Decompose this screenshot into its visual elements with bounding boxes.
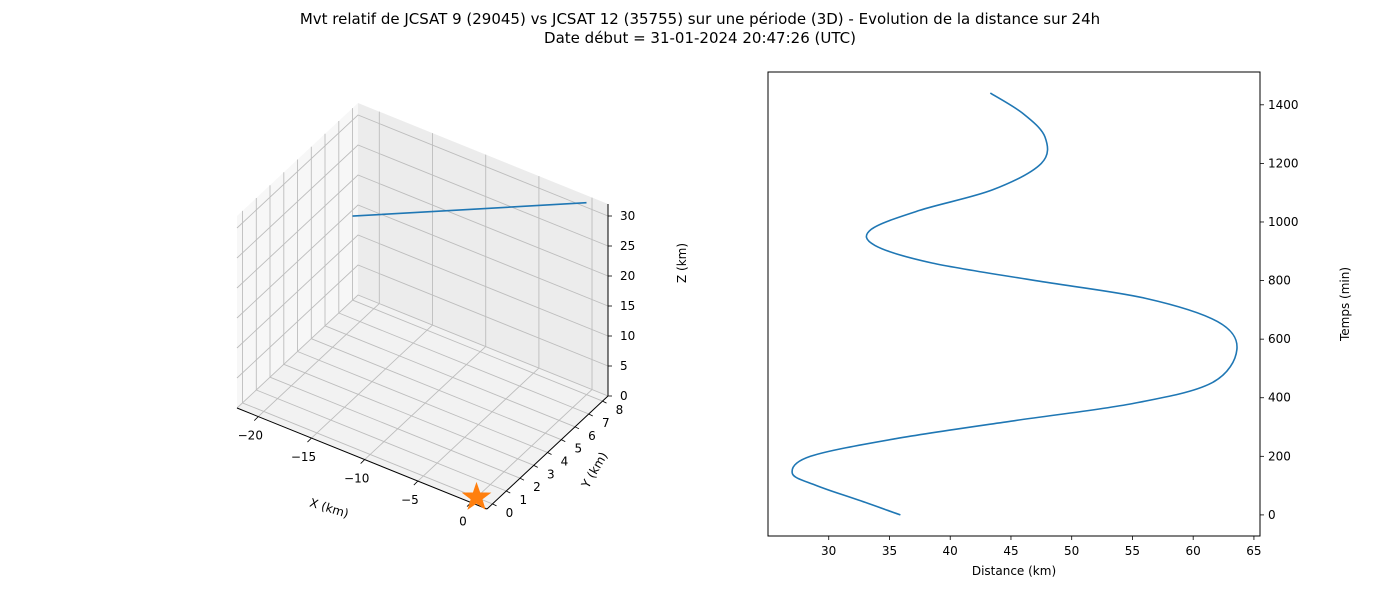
gridline-z: [236, 204, 609, 319]
gridline-z: [236, 264, 609, 379]
chart-title: Mvt relatif de JCSAT 9 (29045) vs JCSAT …: [299, 10, 1101, 28]
y-tick-label: 3: [547, 467, 555, 481]
x-axis-ticks: 30 35 40 45 50 55 60 65: [821, 536, 1262, 558]
chart-distance-vs-time: 30 35 40 45 50 55 60 65 0 200 400 600 800 1000 1200 14…: [767, 71, 1352, 578]
series-line-distance: [791, 92, 1238, 516]
gridline-z: [236, 144, 609, 259]
x-tick-label: −10: [344, 472, 369, 486]
x-axis-label: Distance (km): [972, 564, 1056, 578]
y-tick-label: 200: [1268, 449, 1291, 463]
x-tick-label: 65: [1246, 544, 1261, 558]
star-marker: [461, 481, 492, 510]
gridline-z: [236, 174, 609, 289]
3d-series: [352, 201, 587, 510]
chart-subtitle: Date début = 31-01-2024 20:47:26 (UTC): [544, 29, 856, 47]
z-axis-label: Z (km): [675, 243, 689, 283]
z-tick-label: 10: [620, 329, 635, 343]
z-tick-label: 25: [620, 239, 635, 253]
series-line-3d: [352, 201, 587, 217]
x-tick-label: −20: [238, 429, 263, 443]
plot-frame: [767, 71, 1261, 537]
y-axis-ticks: 0 200 400 600 800 1000 1200 1400: [1260, 98, 1299, 522]
y-axis-label: Y (km): [578, 450, 610, 492]
x-tick-label: −15: [291, 450, 316, 464]
back-pane: [358, 103, 608, 396]
y-tick-label: 1200: [1268, 156, 1299, 170]
gridline-z: [236, 114, 609, 229]
x-tick-label: −5: [401, 493, 419, 507]
x-tick-label: 45: [1003, 544, 1018, 558]
x-tick-label: 30: [821, 544, 836, 558]
y-axis-label: Temps (min): [1338, 267, 1352, 342]
y-tick-label: 6: [588, 429, 596, 443]
3d-gridlines: [236, 108, 609, 510]
gridline-z: [236, 234, 609, 349]
y-tick-mark: [506, 490, 511, 494]
x-axis-label: X (km): [308, 496, 350, 521]
y-tick-label: 800: [1268, 274, 1291, 288]
y-tick-label: 4: [561, 455, 569, 469]
z-tick-label: 0: [620, 389, 628, 403]
y-tick-label: 8: [616, 403, 624, 417]
y-tick-mark: [533, 464, 538, 468]
z-tick-label: 5: [620, 359, 628, 373]
y-tick-label: 600: [1268, 332, 1291, 346]
y-tick-mark: [547, 452, 552, 455]
y-tick-label: 0: [1268, 508, 1276, 522]
x-tick-label: 55: [1125, 544, 1140, 558]
y-tick-mark: [561, 439, 566, 443]
x-tick-mark: [307, 437, 312, 443]
y-tick-label: 0: [506, 506, 514, 520]
z-tick-label: 15: [620, 299, 635, 313]
y-tick-mark: [519, 477, 525, 481]
y-tick-label: 1400: [1268, 98, 1299, 112]
z-tick-label: 30: [620, 209, 635, 223]
y-tick-label: 400: [1268, 391, 1291, 405]
y-tick-mark: [492, 503, 497, 507]
y-tick-label: 2: [533, 480, 541, 494]
x-tick-label: 40: [943, 544, 958, 558]
x-tick-label: 0: [459, 515, 467, 529]
y-tick-mark: [574, 426, 580, 430]
y-tick-label: 7: [602, 416, 610, 430]
y-tick-mark: [602, 400, 607, 404]
y-tick-label: 1000: [1268, 215, 1299, 229]
x-axis-line: [236, 407, 488, 510]
y-tick-mark: [588, 413, 593, 417]
gridline-z: [236, 294, 609, 409]
x-tick-mark: [360, 459, 365, 464]
x-tick-label: 50: [1064, 544, 1079, 558]
x-tick-label: 35: [882, 544, 897, 558]
x-tick-mark: [253, 416, 259, 421]
y-tick-label: 1: [519, 493, 527, 507]
x-tick-mark: [413, 480, 419, 486]
x-tick-label: 60: [1186, 544, 1201, 558]
y-tick-label: 5: [574, 442, 582, 456]
z-tick-label: 20: [620, 269, 635, 283]
